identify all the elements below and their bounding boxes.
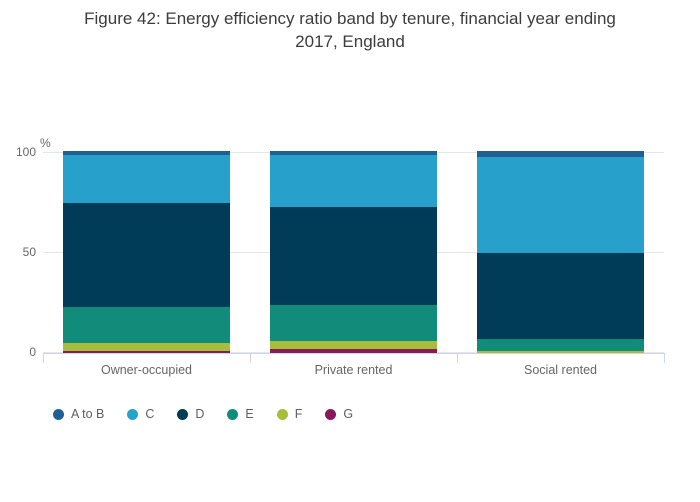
legend-item-e[interactable]: E bbox=[227, 407, 254, 421]
y-axis-label: 0 bbox=[29, 345, 36, 359]
bar-segment-a-to-b[interactable] bbox=[63, 151, 230, 155]
legend-label: E bbox=[245, 407, 254, 421]
category-label: Social rented bbox=[524, 363, 597, 377]
bar-segment-g[interactable] bbox=[270, 349, 437, 353]
legend-label: F bbox=[294, 407, 303, 421]
x-axis-line bbox=[43, 353, 665, 354]
legend-marker-icon bbox=[177, 408, 189, 420]
legend-marker-icon bbox=[53, 408, 64, 420]
legend-label: G bbox=[343, 407, 354, 421]
legend-label: C bbox=[145, 407, 155, 421]
x-axis-tick bbox=[43, 353, 44, 363]
legend-marker-icon bbox=[276, 408, 288, 420]
bar-segment-f[interactable] bbox=[270, 341, 437, 349]
bar-segment-d[interactable] bbox=[63, 203, 230, 307]
category-label: Owner-occupied bbox=[100, 363, 192, 377]
y-axis-label: 100 bbox=[15, 145, 36, 159]
legend-item-c[interactable]: C bbox=[127, 407, 154, 421]
bar-segment-c[interactable] bbox=[63, 155, 230, 203]
legend-item-d[interactable]: D bbox=[177, 407, 204, 421]
legend-label: D bbox=[195, 407, 205, 421]
bar-segment-d[interactable] bbox=[477, 252, 644, 339]
bar-segment-c[interactable] bbox=[270, 155, 437, 207]
legend-marker-icon bbox=[325, 408, 337, 420]
bar-segment-a-to-b[interactable] bbox=[270, 151, 437, 155]
legend-marker-icon bbox=[227, 408, 239, 420]
legend-marker-icon bbox=[127, 408, 139, 420]
bar-segment-e[interactable] bbox=[477, 338, 644, 351]
bar-segment-g[interactable] bbox=[63, 351, 230, 353]
legend-item-f[interactable]: F bbox=[276, 407, 303, 421]
category-label: Private rented bbox=[314, 363, 393, 377]
chart-title-line1: Figure 42: Energy efficiency ratio band … bbox=[84, 9, 616, 28]
bar-segment-f[interactable] bbox=[477, 350, 644, 353]
bar-segment-c[interactable] bbox=[477, 156, 644, 253]
chart-title: Figure 42: Energy efficiency ratio band … bbox=[0, 7, 700, 53]
y-axis-label: 50 bbox=[22, 245, 36, 259]
legend-label: A to B bbox=[71, 407, 105, 421]
legend: A to B C D E F G bbox=[53, 407, 353, 421]
bar-segment-f[interactable] bbox=[63, 343, 230, 351]
bar-segment-a-to-b[interactable] bbox=[477, 150, 644, 157]
x-axis-tick bbox=[664, 353, 665, 363]
x-axis-tick bbox=[250, 353, 251, 363]
bar-segment-e[interactable] bbox=[63, 307, 230, 343]
legend-item-g[interactable]: G bbox=[325, 407, 353, 421]
chart-title-line2: 2017, England bbox=[295, 32, 405, 51]
legend-item-a-to-b[interactable]: A to B bbox=[53, 407, 104, 421]
x-axis-tick bbox=[457, 353, 458, 363]
bar-segment-d[interactable] bbox=[270, 207, 437, 305]
bar-segment-e[interactable] bbox=[270, 305, 437, 341]
y-axis-unit-label: % bbox=[40, 136, 51, 150]
